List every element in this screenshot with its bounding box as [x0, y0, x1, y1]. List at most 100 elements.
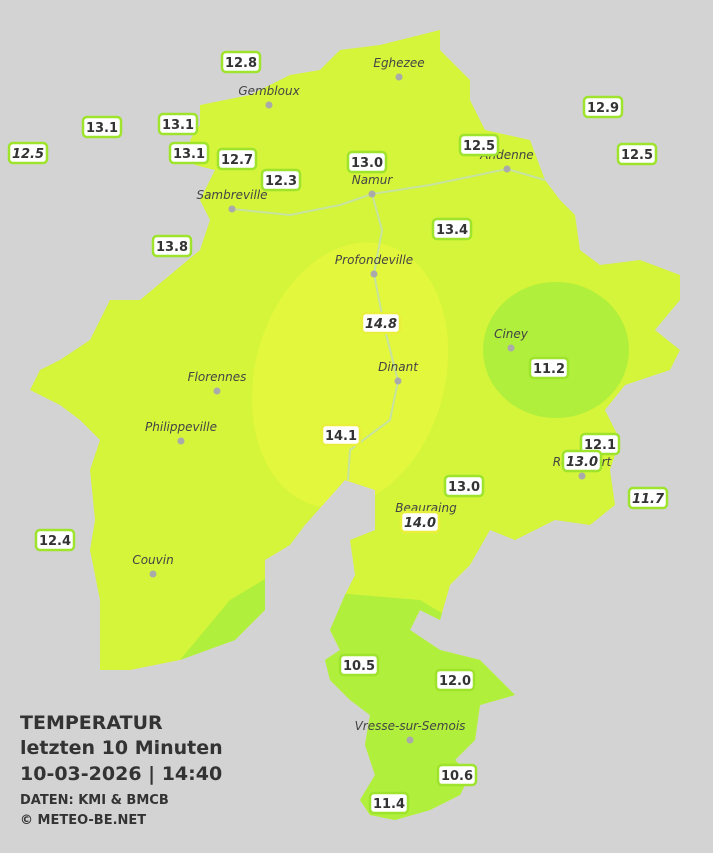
station-value: 12.9 — [587, 101, 619, 116]
city-label: Profondeville — [335, 253, 413, 267]
station-box — [616, 142, 658, 166]
city-dot — [394, 377, 402, 385]
station: 13.4 — [431, 217, 473, 241]
station: 12.0 — [434, 668, 476, 692]
city-label: Vresse-sur-Semois — [355, 719, 466, 733]
warm-zone — [251, 242, 449, 508]
station-box — [216, 147, 258, 171]
city-dot — [578, 472, 586, 480]
station: 12.9 — [582, 95, 624, 119]
station: 14.1 — [320, 423, 362, 447]
station-box — [346, 150, 388, 174]
station: 11.2 — [528, 356, 570, 380]
city-dot — [368, 190, 376, 198]
station-box — [582, 95, 624, 119]
station: 12.5 — [616, 142, 658, 166]
station-box — [431, 217, 473, 241]
station-value: 10.5 — [343, 659, 375, 674]
city-label: Philippeville — [145, 420, 217, 434]
city-label: Sambreville — [196, 188, 267, 202]
station-value: 14.1 — [325, 429, 357, 444]
cool-zone — [483, 282, 629, 418]
station: 12.8 — [220, 50, 262, 74]
station: 10.5 — [338, 653, 380, 677]
station-value: 13.1 — [173, 147, 205, 162]
station-value: 11.4 — [373, 797, 405, 812]
station: 13.1 — [157, 112, 199, 136]
station-box — [528, 356, 570, 380]
city-dot — [228, 205, 236, 213]
station-box — [399, 510, 441, 534]
station: 13.8 — [151, 234, 193, 258]
station: 11.4 — [368, 791, 410, 815]
station-box — [7, 141, 49, 165]
station-value: 13.4 — [436, 223, 468, 238]
station: 14.0 — [399, 510, 441, 534]
station-value: 12.1 — [584, 438, 616, 453]
station-box — [260, 168, 302, 192]
station-box — [443, 474, 485, 498]
station-box — [368, 791, 410, 815]
station: 12.7 — [216, 147, 258, 171]
station: 12.5 — [458, 133, 500, 157]
city-label: Dinant — [378, 360, 419, 374]
city-label: Florennes — [188, 370, 247, 384]
city-label: Couvin — [132, 553, 173, 567]
station-value: 13.1 — [86, 121, 118, 136]
city-dot — [503, 165, 511, 173]
legend-title: TEMPERATUR — [20, 712, 163, 734]
station-box — [360, 311, 402, 335]
city-dot — [265, 101, 273, 109]
station-value: 13.0 — [566, 455, 598, 470]
station-value: 12.5 — [463, 139, 495, 154]
station-value: 12.8 — [225, 56, 257, 71]
station: 12.3 — [260, 168, 302, 192]
station-box — [458, 133, 500, 157]
station-box — [220, 50, 262, 74]
city-dot — [507, 344, 515, 352]
station-value: 13.0 — [448, 480, 480, 495]
city-dot — [370, 270, 378, 278]
city-label: Eghezee — [373, 56, 424, 70]
station-box — [151, 234, 193, 258]
station-value: 12.5 — [12, 147, 44, 162]
legend-timestamp: 10-03-2026 | 14:40 — [20, 763, 222, 785]
station-box — [157, 112, 199, 136]
city-dot — [149, 570, 157, 578]
station: 13.0 — [346, 150, 388, 174]
station-value: 13.1 — [162, 118, 194, 133]
station-box — [436, 763, 478, 787]
station: 14.8 — [360, 311, 402, 335]
station-box — [561, 449, 603, 473]
city-dot — [213, 387, 221, 395]
station-value: 12.4 — [39, 534, 71, 549]
station: 11.7 — [627, 486, 669, 510]
city-dot — [395, 73, 403, 81]
station-box — [168, 141, 210, 165]
station-value: 10.6 — [441, 769, 473, 784]
city-dot — [177, 437, 185, 445]
station-box — [627, 486, 669, 510]
station-value: 13.0 — [351, 156, 383, 171]
station: 13.1 — [81, 115, 123, 139]
city-label: Namur — [352, 173, 394, 187]
city-dot — [406, 736, 414, 744]
city-label: Gembloux — [238, 84, 300, 98]
legend-period: letzten 10 Minuten — [20, 737, 223, 759]
legend-source: DATEN: KMI & BMCB — [20, 793, 169, 808]
city-label: Ciney — [494, 327, 529, 341]
station-value: 11.7 — [632, 492, 665, 507]
station: 13.0 — [561, 449, 603, 473]
station: 12.4 — [34, 528, 76, 552]
station-box — [81, 115, 123, 139]
station-value: 11.2 — [533, 362, 565, 377]
station: 10.6 — [436, 763, 478, 787]
station-box — [34, 528, 76, 552]
station-box — [434, 668, 476, 692]
station: 13.1 — [168, 141, 210, 165]
station-value: 13.8 — [156, 240, 188, 255]
station-box — [320, 423, 362, 447]
station-box — [338, 653, 380, 677]
